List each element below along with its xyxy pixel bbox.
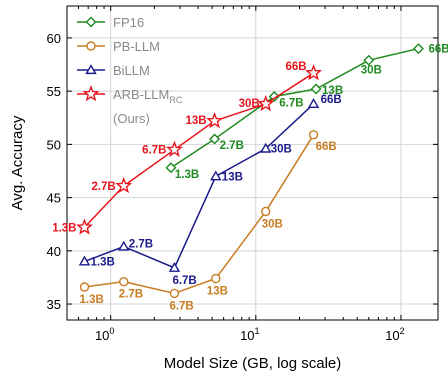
point-label: 1.3B — [79, 294, 103, 306]
point-label: 30B — [271, 144, 292, 156]
y-tick-label: 55 — [47, 84, 61, 99]
grid — [67, 6, 438, 320]
legend-item: BiLLM — [77, 63, 150, 78]
point-label: 1.3B — [52, 222, 76, 234]
data-point-triangle — [78, 255, 91, 266]
point-label: 66B — [285, 61, 306, 73]
y-tick-label: 40 — [47, 244, 61, 259]
data-point-star — [206, 112, 224, 129]
point-label: 13B — [185, 115, 206, 127]
legend-label: BiLLM — [113, 63, 150, 78]
data-point-circle — [308, 130, 319, 140]
data-point-star — [305, 64, 323, 81]
point-label: 1.3B — [90, 256, 114, 268]
legend-marker — [82, 85, 100, 102]
series-line — [84, 103, 315, 269]
y-tick-label: 50 — [47, 137, 61, 152]
y-tick-label: 45 — [47, 191, 61, 206]
legend-item: FP16 — [77, 15, 144, 30]
point-label: 6.7B — [142, 145, 166, 157]
data-point-star — [257, 94, 275, 112]
point-label: 30B — [262, 218, 283, 230]
point-label: 30B — [361, 64, 382, 76]
point-label: 13B — [322, 85, 343, 97]
data-point-circle — [169, 288, 180, 299]
data-point-circle — [261, 206, 271, 217]
y-tick-label: 35 — [47, 297, 61, 312]
legend-label-line2: (Ours) — [113, 111, 150, 126]
x-tick-label: 102 — [385, 326, 404, 343]
series-line — [84, 134, 315, 295]
data-point-circle — [79, 282, 90, 292]
legend-label: FP16 — [113, 15, 144, 30]
plot-area — [75, 43, 424, 299]
point-label: 6.7B — [169, 300, 193, 312]
point-label: 66B — [428, 44, 448, 56]
data-point-diamond — [363, 54, 375, 66]
y-axis-title: Avg. Accuracy — [9, 115, 26, 210]
data-point-triangle — [118, 240, 130, 251]
data-point-diamond — [268, 90, 280, 102]
data-point-star — [165, 140, 183, 157]
point-label: 1.3B — [175, 169, 199, 181]
data-point-diamond — [412, 43, 424, 55]
x-axis-title: Model Size (GB, log scale) — [164, 355, 342, 372]
x-tick-label: 100 — [95, 326, 114, 343]
data-point-star — [75, 218, 94, 235]
data-point-star — [115, 176, 133, 194]
x-tick-label: 101 — [240, 326, 259, 343]
point-label: 6.7B — [279, 97, 303, 109]
legend-label: ARB-LLMRC — [113, 87, 183, 105]
data-point-triangle — [307, 98, 320, 109]
point-label: 2.7B — [129, 239, 153, 251]
legend-item: PB-LLM — [77, 39, 160, 54]
point-labels: 1.3B 2.7B 6.7B 13B 30B 66B 1.3B 2.7B 6.7B 13B 30B 6… — [52, 44, 448, 313]
point-label: 66B — [321, 94, 342, 106]
point-label: 66B — [316, 141, 337, 153]
data-point-diamond — [310, 83, 322, 95]
data-point-triangle — [260, 142, 272, 153]
legend: FP16 PB-LLM BiLLM ARB-LLMRC (Ours) — [77, 15, 183, 126]
point-label: 2.7B — [119, 289, 143, 301]
legend-marker — [85, 16, 97, 28]
series-fp16 — [165, 43, 424, 174]
series-arb-llm — [75, 64, 323, 235]
data-point-circle — [211, 273, 221, 284]
data-point-triangle — [168, 261, 181, 272]
point-label: 13B — [222, 171, 243, 183]
legend-label: PB-LLM — [113, 39, 160, 54]
data-point-circle — [119, 276, 129, 287]
series-line — [170, 47, 419, 169]
legend-item: ARB-LLMRC (Ours) — [77, 85, 183, 126]
legend-marker — [86, 41, 96, 51]
legend-marker — [85, 64, 97, 75]
data-point-triangle — [210, 170, 222, 181]
point-label: 2.7B — [220, 140, 244, 152]
y-tick-label: 60 — [47, 31, 61, 46]
series-line — [83, 72, 314, 228]
series-billm — [78, 98, 320, 272]
data-point-diamond — [165, 162, 177, 174]
series-pb-llm — [79, 130, 319, 299]
point-label: 30B — [239, 98, 260, 110]
axes: 35 40 45 50 55 60 100 101 102 Model Size (GB, log… — [9, 5, 439, 372]
point-label: 2.7B — [91, 181, 115, 193]
point-label: 13B — [207, 285, 228, 297]
plot-frame — [66, 5, 439, 321]
point-label: 6.7B — [172, 275, 196, 287]
data-point-diamond — [209, 133, 221, 145]
